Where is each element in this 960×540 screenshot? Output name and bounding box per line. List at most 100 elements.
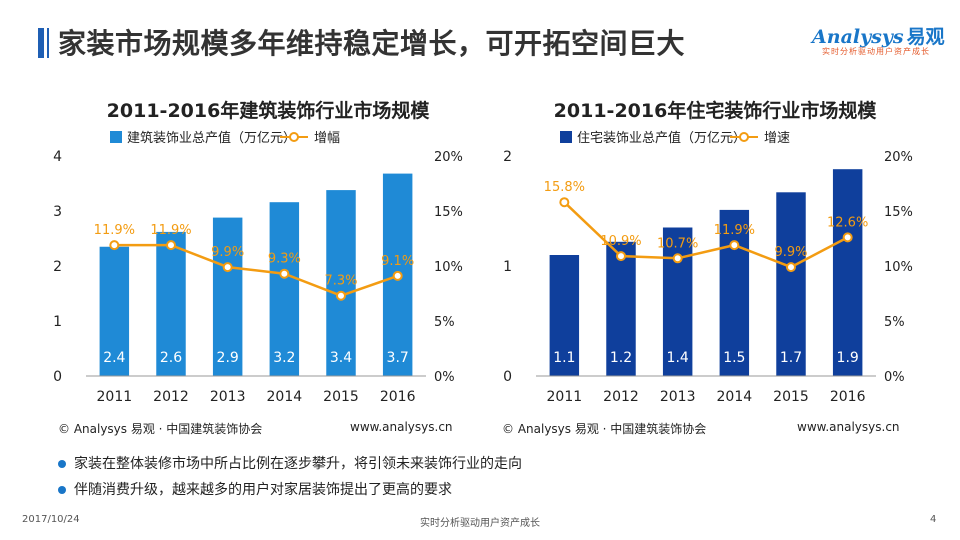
y-right-tick-label: 15% (884, 205, 913, 220)
bar (832, 169, 863, 376)
x-tick-label: 2011 (97, 389, 133, 405)
x-tick-label: 2011 (547, 389, 583, 405)
bar-value-label: 3.2 (273, 350, 295, 366)
line-value-label: 11.9% (714, 223, 755, 238)
legend-line-marker (289, 132, 299, 142)
x-tick-label: 2015 (323, 389, 359, 405)
y-right-tick-label: 20% (434, 150, 463, 165)
bar-value-label: 2.9 (217, 350, 239, 366)
bullet-text: 家装在整体装修市场中所占比例在逐步攀升，将引领未来装饰行业的走向 (74, 456, 522, 472)
y-right-tick-label: 10% (884, 260, 913, 275)
line-value-label: 15.8% (544, 180, 585, 195)
title-accent-bar (38, 28, 44, 58)
bar-value-label: 1.2 (610, 350, 632, 366)
x-tick-label: 2015 (773, 389, 809, 405)
y-left-tick-label: 1 (503, 259, 512, 275)
logo-wordmark: Analysys 易观 (812, 22, 945, 49)
logo-slogan: 实时分析驱动用户资产成长 (822, 47, 930, 56)
bar (99, 246, 130, 376)
line-value-label: 9.9% (774, 245, 807, 260)
bar-value-label: 1.4 (667, 350, 689, 366)
y-right-tick-label: 5% (884, 315, 905, 330)
bar (212, 217, 243, 376)
bullet-list: 家装在整体装修市场中所占比例在逐步攀升，将引领未来装饰行业的走向 伴随消费升级，… (58, 454, 522, 506)
bullet-dot-icon (58, 486, 66, 494)
bullet-text: 伴随消费升级，越来越多的用户对家居装饰提出了更高的要求 (74, 482, 452, 498)
line-value-label: 11.9% (150, 223, 191, 238)
line-point (222, 262, 233, 273)
right-source: © Analysys 易观 · 中国建筑装饰协会 (502, 422, 707, 436)
legend-bar-swatch (110, 131, 122, 143)
legend-line-label: 增幅 (314, 131, 340, 146)
line-value-label: 12.6% (827, 215, 868, 230)
left-chart-title: 2011-2016年建筑装饰行业市场规模 (106, 100, 430, 122)
y-left-tick-label: 2 (53, 259, 62, 275)
line-value-label: 9.9% (211, 245, 244, 260)
right-chart-title: 2011-2016年住宅装饰行业市场规模 (553, 100, 877, 122)
x-tick-label: 2013 (660, 389, 696, 405)
line-point (786, 262, 796, 273)
legend-bar-label: 住宅装饰业总产值（万亿元） (577, 130, 746, 146)
legend-line-label: 增速 (764, 131, 790, 146)
y-left-tick-label: 3 (53, 204, 62, 220)
logo-letter-a: A (812, 26, 827, 48)
y-left-tick-label: 2 (503, 149, 512, 165)
line-value-label: 9.3% (268, 252, 301, 267)
line-value-label: 10.7% (657, 236, 698, 251)
analysys-logo: Analysys 易观 实时分析驱动用户资产成长 (812, 22, 947, 58)
bar (662, 227, 693, 376)
line-point (166, 240, 176, 251)
bar-value-label: 1.1 (553, 350, 575, 366)
title-accent-bar-thin (47, 28, 49, 58)
x-tick-label: 2016 (380, 389, 416, 405)
bar-value-label: 3.4 (330, 350, 352, 366)
bullet-item: 家装在整体装修市场中所占比例在逐步攀升，将引领未来装饰行业的走向 (58, 454, 522, 480)
x-tick-label: 2012 (603, 389, 639, 405)
line-value-label: 11.9% (94, 223, 135, 238)
bar (719, 209, 750, 376)
line-point (392, 270, 403, 281)
y-right-tick-label: 10% (434, 260, 463, 275)
bar-value-label: 1.7 (780, 350, 802, 366)
footer-date: 2017/10/24 (22, 514, 80, 525)
y-right-tick-label: 20% (884, 150, 913, 165)
bar (156, 231, 186, 376)
bar-value-label: 1.9 (837, 350, 859, 366)
line-value-label: 9.1% (381, 254, 414, 269)
logo-cn: 易观 (906, 26, 945, 48)
y-right-tick-label: 0% (884, 370, 905, 385)
bullet-dot-icon (58, 460, 66, 468)
line-point (559, 197, 570, 208)
y-left-tick-label: 0 (53, 369, 62, 385)
left-chart: 建筑装饰业总产值（万亿元） 增幅 0 1 2 3 4 0% 5% 10% 15% 20% 2.4 2.6 2… (53, 130, 463, 405)
bar-value-label: 1.5 (723, 350, 745, 366)
y-left-tick-label: 4 (53, 149, 62, 165)
x-tick-label: 2012 (153, 389, 189, 405)
right-source-url: www.analysys.cn (797, 420, 900, 434)
bar-value-label: 3.7 (387, 350, 409, 366)
legend-bar-label: 建筑装饰业总产值（万亿元） (127, 130, 296, 146)
line-value-label: 10.9% (600, 234, 641, 249)
y-right-tick-label: 5% (434, 315, 455, 330)
line-point (336, 290, 346, 301)
x-tick-label: 2013 (210, 389, 246, 405)
logo-en: nalysys (826, 26, 904, 48)
page-number: 4 (930, 514, 937, 525)
bar-value-label: 2.6 (160, 350, 182, 366)
line-point (279, 268, 290, 279)
bar (326, 190, 356, 376)
y-left-tick-label: 1 (53, 314, 62, 330)
line-point (616, 251, 626, 262)
legend-bar-swatch (560, 131, 572, 143)
line-point (109, 240, 120, 251)
legend-line-marker (739, 132, 749, 142)
left-source-url: www.analysys.cn (350, 420, 453, 434)
y-right-tick-label: 0% (434, 370, 455, 385)
bar-value-label: 2.4 (103, 350, 125, 366)
line-point (842, 232, 853, 243)
line-value-label: 7.3% (324, 274, 357, 289)
bar (776, 192, 806, 376)
bar (269, 202, 300, 376)
x-tick-label: 2016 (830, 389, 866, 405)
